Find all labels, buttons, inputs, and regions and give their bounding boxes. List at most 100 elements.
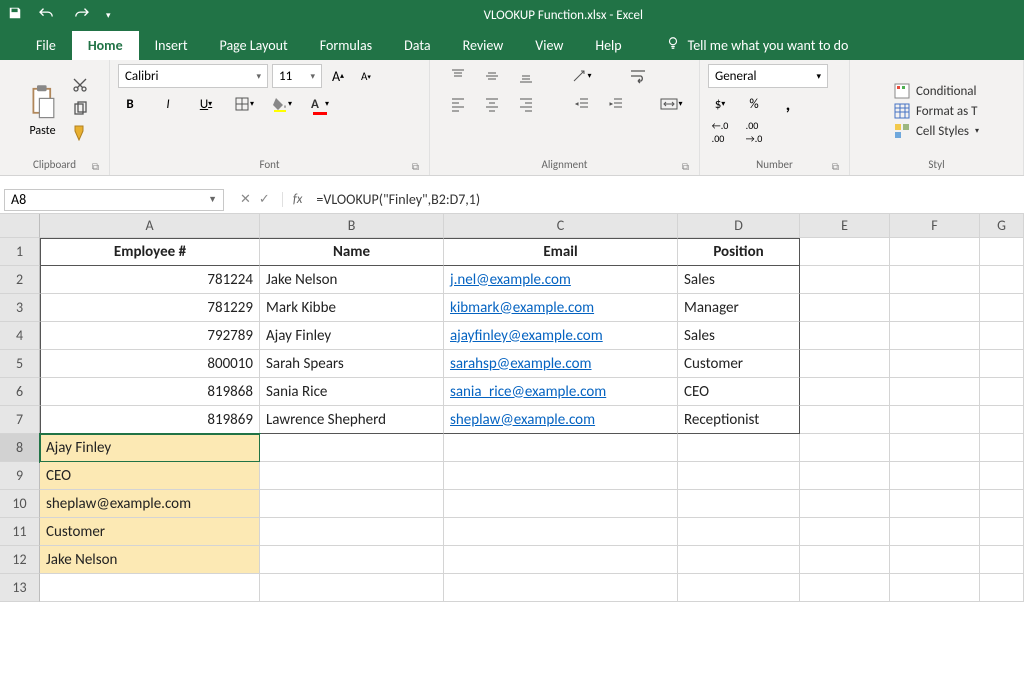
cell-D7[interactable]: Receptionist — [678, 406, 800, 434]
font-name-select[interactable]: Calibri▾ — [118, 64, 268, 88]
underline-button[interactable]: U ▾ — [194, 92, 218, 116]
cell-E3[interactable] — [800, 294, 890, 322]
italic-button[interactable]: I — [156, 92, 180, 116]
undo-icon[interactable] — [38, 6, 56, 24]
cell-E10[interactable] — [800, 490, 890, 518]
cell-G13[interactable] — [980, 574, 1024, 602]
comma-icon[interactable]: , — [776, 92, 800, 116]
cell-E11[interactable] — [800, 518, 890, 546]
cell-A12[interactable]: Jake Nelson — [40, 546, 260, 574]
format-painter-icon[interactable] — [72, 125, 88, 145]
cell-D13[interactable] — [678, 574, 800, 602]
cell-D3[interactable]: Manager — [678, 294, 800, 322]
cell-C10[interactable] — [444, 490, 678, 518]
align-left-icon[interactable] — [446, 92, 470, 116]
tab-data[interactable]: Data — [388, 31, 446, 60]
row-header-2[interactable]: 2 — [0, 266, 40, 294]
cut-icon[interactable] — [72, 77, 88, 97]
increase-decimal-icon[interactable]: ←.0.00 — [708, 120, 732, 144]
tab-review[interactable]: Review — [447, 31, 520, 60]
align-top-icon[interactable] — [446, 64, 470, 88]
cell-B10[interactable] — [260, 490, 444, 518]
cell-styles-button[interactable]: Cell Styles ▾ — [894, 123, 979, 139]
cell-G11[interactable] — [980, 518, 1024, 546]
orientation-icon[interactable]: ▾ — [570, 64, 594, 88]
cell-B12[interactable] — [260, 546, 444, 574]
align-bottom-icon[interactable] — [514, 64, 538, 88]
cell-E9[interactable] — [800, 462, 890, 490]
cell-G7[interactable] — [980, 406, 1024, 434]
cancel-formula-icon[interactable]: ✕ — [240, 192, 251, 207]
alignment-launcher-icon[interactable]: ⧉ — [682, 160, 689, 173]
cell-F2[interactable] — [890, 266, 980, 294]
cell-D11[interactable] — [678, 518, 800, 546]
row-header-11[interactable]: 11 — [0, 518, 40, 546]
tab-formulas[interactable]: Formulas — [304, 31, 388, 60]
font-color-button[interactable]: A▾ — [308, 92, 332, 116]
row-header-13[interactable]: 13 — [0, 574, 40, 602]
tell-me[interactable]: Tell me what you want to do — [654, 30, 861, 60]
save-icon[interactable] — [8, 6, 22, 24]
cell-C2[interactable]: j.nel@example.com — [444, 266, 678, 294]
cell-F4[interactable] — [890, 322, 980, 350]
cell-F1[interactable] — [890, 238, 980, 266]
tab-page-layout[interactable]: Page Layout — [204, 31, 304, 60]
tab-home[interactable]: Home — [72, 31, 139, 60]
cell-A1[interactable]: Employee # — [40, 238, 260, 266]
cell-C9[interactable] — [444, 462, 678, 490]
cell-G2[interactable] — [980, 266, 1024, 294]
cell-B11[interactable] — [260, 518, 444, 546]
align-right-icon[interactable] — [514, 92, 538, 116]
row-header-7[interactable]: 7 — [0, 406, 40, 434]
cell-D5[interactable]: Customer — [678, 350, 800, 378]
cell-D9[interactable] — [678, 462, 800, 490]
cell-A10[interactable]: sheplaw@example.com — [40, 490, 260, 518]
spreadsheet-grid[interactable]: ABCDEFG 12345678910111213 Employee #Name… — [0, 214, 1024, 602]
cell-E2[interactable] — [800, 266, 890, 294]
increase-font-icon[interactable]: A▴ — [326, 64, 350, 88]
decrease-font-icon[interactable]: A▾ — [354, 64, 378, 88]
cell-A2[interactable]: 781224 — [40, 266, 260, 294]
cell-F13[interactable] — [890, 574, 980, 602]
cell-A6[interactable]: 819868 — [40, 378, 260, 406]
cell-E4[interactable] — [800, 322, 890, 350]
cell-A4[interactable]: 792789 — [40, 322, 260, 350]
number-format-select[interactable]: General▾ — [708, 64, 828, 88]
row-header-5[interactable]: 5 — [0, 350, 40, 378]
bold-button[interactable]: B — [118, 92, 142, 116]
col-header-C[interactable]: C — [444, 214, 678, 238]
row-header-4[interactable]: 4 — [0, 322, 40, 350]
cell-B2[interactable]: Jake Nelson — [260, 266, 444, 294]
cell-B8[interactable] — [260, 434, 444, 462]
cell-E5[interactable] — [800, 350, 890, 378]
cell-G1[interactable] — [980, 238, 1024, 266]
cell-F3[interactable] — [890, 294, 980, 322]
cell-A9[interactable]: CEO — [40, 462, 260, 490]
row-header-6[interactable]: 6 — [0, 378, 40, 406]
col-header-B[interactable]: B — [260, 214, 444, 238]
cell-C8[interactable] — [444, 434, 678, 462]
cell-F6[interactable] — [890, 378, 980, 406]
cell-A5[interactable]: 800010 — [40, 350, 260, 378]
cell-F5[interactable] — [890, 350, 980, 378]
row-header-12[interactable]: 12 — [0, 546, 40, 574]
cell-G8[interactable] — [980, 434, 1024, 462]
cell-F9[interactable] — [890, 462, 980, 490]
decrease-decimal-icon[interactable]: .00→.0 — [742, 120, 766, 144]
cell-D4[interactable]: Sales — [678, 322, 800, 350]
conditional-formatting-button[interactable]: Conditional — [894, 83, 979, 99]
cell-E1[interactable] — [800, 238, 890, 266]
cell-B5[interactable]: Sarah Spears — [260, 350, 444, 378]
format-as-table-button[interactable]: Format as T — [894, 103, 979, 119]
currency-icon[interactable]: $ ▾ — [708, 92, 732, 116]
border-button[interactable]: ▾ — [232, 92, 256, 116]
cell-D6[interactable]: CEO — [678, 378, 800, 406]
decrease-indent-icon[interactable] — [570, 92, 594, 116]
increase-indent-icon[interactable] — [604, 92, 628, 116]
cell-F7[interactable] — [890, 406, 980, 434]
cell-G12[interactable] — [980, 546, 1024, 574]
cell-F8[interactable] — [890, 434, 980, 462]
cell-B3[interactable]: Mark Kibbe — [260, 294, 444, 322]
cell-A13[interactable] — [40, 574, 260, 602]
col-header-G[interactable]: G — [980, 214, 1024, 238]
